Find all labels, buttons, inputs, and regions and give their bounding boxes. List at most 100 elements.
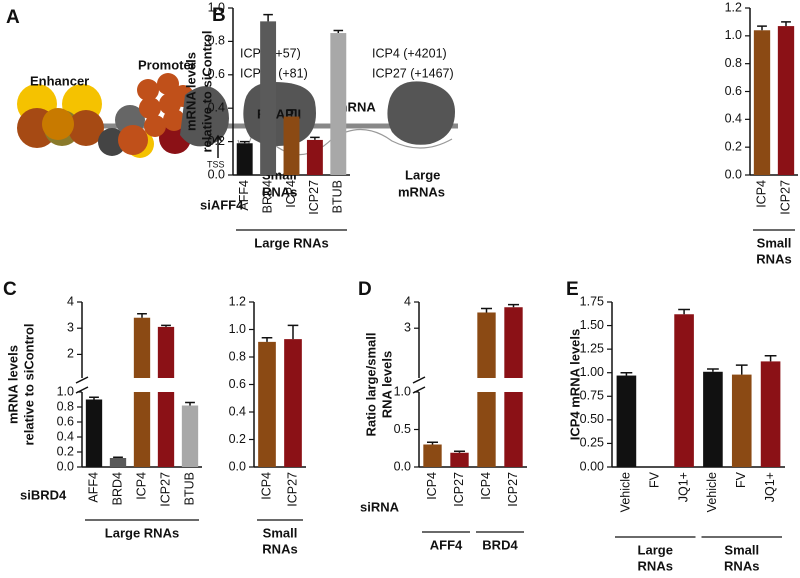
y-tick-label: 1.75	[580, 294, 604, 308]
label: Large	[405, 167, 440, 182]
label: Promoter	[138, 57, 196, 72]
y-tick-label: 1.2	[725, 0, 742, 14]
error-bar	[263, 13, 273, 22]
panel-letter: C	[3, 279, 17, 300]
row-label: siAFF4	[200, 197, 244, 212]
y-tick-label: 4	[67, 294, 74, 308]
y-tick-label: 2	[67, 347, 74, 361]
bar	[450, 452, 469, 467]
y-tick-label: 0.6	[57, 414, 74, 428]
x-tick-label: ICP4	[134, 472, 148, 500]
rnapii	[387, 81, 455, 145]
group-label: RNAs	[756, 251, 791, 266]
y-tick-label: 0.50	[580, 412, 604, 426]
x-tick-label: BRD4	[110, 472, 124, 505]
y-tick-label: 1.50	[580, 318, 604, 332]
error-bar	[707, 368, 719, 372]
group-label: RNAs	[262, 541, 297, 556]
y-tick-label: 0.0	[229, 459, 246, 473]
y-axis-label: ICP4 mRNA levels	[567, 329, 582, 441]
bar	[674, 314, 694, 467]
y-tick-label: 3	[67, 321, 74, 335]
bar	[616, 375, 637, 467]
blob	[144, 115, 166, 137]
error-bar	[239, 140, 250, 144]
y-tick-label: 0.0	[208, 167, 225, 181]
axis-break	[412, 376, 426, 384]
y-tick-label: 4	[404, 294, 411, 308]
y-tick-label: 0.00	[580, 459, 604, 473]
x-tick-label: FV	[648, 471, 662, 488]
y-tick-label: 0.4	[57, 429, 74, 443]
group-label: Small	[757, 235, 792, 250]
y-tick-label: 1.0	[229, 322, 246, 336]
bar	[157, 326, 175, 378]
error-bar	[480, 307, 493, 313]
blob	[139, 97, 161, 119]
row-label: siBRD4	[20, 487, 67, 502]
label: Enhancer	[30, 73, 89, 88]
bar	[306, 139, 323, 175]
bar	[236, 143, 253, 175]
x-tick-label: JQ1+	[676, 472, 690, 502]
bar	[477, 392, 496, 467]
bar	[504, 392, 523, 467]
bar	[181, 405, 199, 467]
error-bar	[757, 25, 767, 31]
error-bar	[678, 308, 690, 315]
x-tick-label: AFF4	[86, 472, 100, 503]
y-tick-label: 1.0	[725, 28, 742, 42]
error-bar	[287, 324, 299, 340]
error-bar	[286, 109, 297, 117]
y-axis-label: relative to siControl	[21, 323, 36, 445]
group-label: Small	[724, 542, 759, 557]
error-bar	[185, 401, 195, 406]
x-tick-label: JQ1+	[763, 472, 777, 502]
bar	[85, 399, 103, 467]
bar	[777, 26, 795, 175]
x-tick-label: ICP27	[778, 180, 792, 215]
y-tick-label: 0.2	[208, 134, 225, 148]
x-tick-label: ICP27	[307, 180, 321, 215]
blob	[68, 110, 104, 146]
error-bar	[333, 29, 344, 34]
x-tick-label: BRD4	[260, 180, 274, 213]
bar	[133, 392, 151, 467]
bar	[133, 317, 151, 378]
blob	[163, 109, 185, 131]
y-tick-label: 0.6	[725, 84, 742, 98]
y-tick-label: 0.4	[229, 404, 246, 418]
x-tick-label: BTUB	[182, 472, 196, 505]
x-tick-label: ICP4	[284, 180, 298, 208]
bar	[330, 33, 347, 175]
y-axis-label: mRNA levels	[183, 52, 198, 131]
diagram: A Enhancer Promoter ICP4 (+57) ICP27 (+8…	[6, 7, 458, 199]
y-tick-label: 0.2	[725, 139, 742, 153]
y-tick-label: 0.8	[725, 56, 742, 70]
bar	[423, 444, 442, 467]
y-tick-label: 1.2	[229, 294, 246, 308]
error-bar	[161, 324, 171, 327]
y-tick-label: 0.75	[580, 389, 604, 403]
x-tick-label: ICP4	[479, 472, 493, 500]
x-tick-label: ICP27	[452, 472, 466, 507]
error-bar	[781, 21, 791, 27]
y-tick-label: 0.5	[394, 422, 411, 436]
y-tick-label: 0.0	[725, 167, 742, 181]
panel-letter: E	[566, 279, 579, 300]
y-tick-label: 0.8	[208, 34, 225, 48]
bar	[703, 371, 723, 467]
label: ICP27 (+1467)	[372, 66, 454, 80]
bar	[477, 312, 496, 378]
x-tick-label: FV	[734, 471, 748, 488]
x-tick-label: ICP27	[158, 472, 172, 507]
bar	[260, 21, 277, 175]
y-axis-label: relative to siControl	[199, 30, 214, 152]
blob	[157, 73, 179, 95]
y-tick-label: 0.4	[208, 100, 225, 114]
label: ICP4 (+4201)	[372, 46, 447, 60]
bar	[109, 458, 127, 467]
bar	[504, 307, 523, 378]
x-tick-label: Vehicle	[619, 472, 633, 512]
